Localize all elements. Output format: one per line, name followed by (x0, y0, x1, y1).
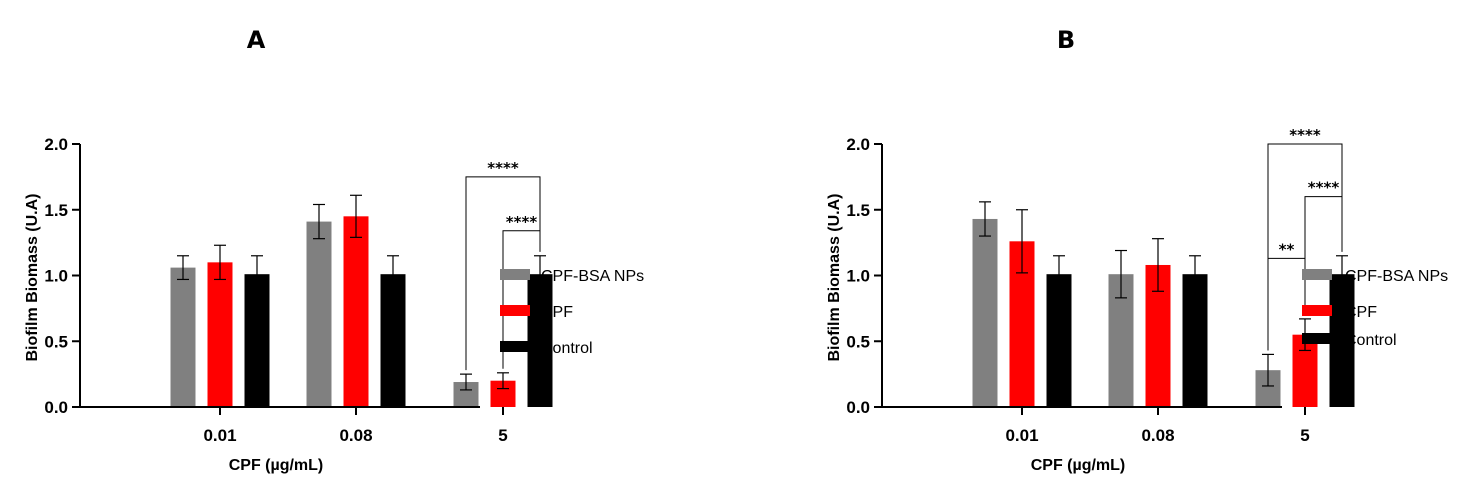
legend-label: CPF-BSA NPs (1345, 268, 1448, 285)
bar (343, 216, 369, 407)
y-tick-label: 2.0 (846, 135, 870, 154)
error-bar (1336, 255, 1348, 294)
y-tick-label: 1.0 (846, 267, 870, 286)
x-tick-label: 5 (498, 426, 507, 445)
significance-bracket: **** (1304, 179, 1343, 315)
legend-label: CPF-BSA NPs (541, 268, 644, 285)
bracket-line (465, 176, 541, 371)
y-tick-label: 0.5 (44, 332, 68, 351)
y-tick-label: 1.0 (44, 267, 68, 286)
chart-panel-b: B 0.0 0.5 1.0 1.5 2.0 0.01 0.08 5 CPF (µg/mL) Biof… (826, 26, 1448, 474)
bar (972, 218, 998, 407)
legend-swatch (1302, 333, 1332, 344)
bar (1182, 274, 1208, 407)
error-bar (460, 373, 472, 391)
significance-label: ** (1279, 240, 1295, 258)
error-bar (1053, 255, 1065, 294)
significance-bracket: ** (1267, 240, 1306, 351)
bar (244, 274, 270, 407)
y-axis-title: Biofilm Biomass (U.A) (24, 193, 41, 361)
y-tick-label: 1.5 (44, 201, 68, 220)
bar (170, 267, 196, 407)
legend-swatch (500, 341, 530, 352)
bar (207, 262, 233, 407)
error-bar (214, 244, 226, 281)
significance-label: **** (506, 213, 538, 231)
error-bar (313, 203, 325, 240)
significance-label: **** (487, 159, 519, 177)
chart-panel-a: A 0.0 0.5 1.0 1.5 2.0 0.01 0.08 5 CPF (µg/mL) Biof… (24, 26, 644, 474)
legend-swatch (1302, 305, 1332, 316)
x-tick-label: 5 (1300, 426, 1309, 445)
error-bar (497, 372, 509, 390)
legend: CPF-BSA NPs CPF Control (1302, 268, 1448, 349)
y-tick-label: 0.0 (44, 398, 68, 417)
y-tick-label: 0.0 (846, 398, 870, 417)
legend-swatch (500, 305, 530, 316)
bar (306, 221, 332, 407)
legend-label: CPF (1345, 304, 1377, 321)
panel-label: B (1057, 26, 1075, 54)
bar (1329, 274, 1355, 407)
error-bar (1189, 255, 1201, 294)
y-tick-label: 1.5 (846, 201, 870, 220)
significance-label: **** (1308, 179, 1340, 197)
bracket-line (1304, 196, 1343, 315)
error-bar (1016, 209, 1028, 274)
bracket-line (1267, 257, 1306, 351)
error-bar (979, 201, 991, 237)
error-bar (1262, 353, 1274, 387)
legend-label: CPF (541, 304, 573, 321)
x-axis-title: CPF (µg/mL) (229, 457, 324, 474)
legend-swatch (500, 269, 530, 280)
error-bar (251, 255, 263, 294)
error-bar (350, 194, 362, 238)
bar (527, 274, 553, 407)
error-bar (534, 255, 546, 294)
legend-swatch (1302, 269, 1332, 280)
y-tick-label: 2.0 (44, 135, 68, 154)
legend-label: Control (1345, 332, 1397, 349)
x-axis-title: CPF (µg/mL) (1031, 457, 1126, 474)
significance-bracket: **** (465, 159, 541, 371)
significance-label: **** (1289, 126, 1321, 144)
bracket-line (502, 230, 541, 369)
x-tick-label: 0.08 (339, 426, 372, 445)
bar (1046, 274, 1072, 407)
panel-label: A (247, 26, 266, 54)
x-tick-label: 0.08 (1141, 426, 1174, 445)
error-bar (177, 255, 189, 281)
legend: CPF-BSA NPs CPF Control (500, 268, 644, 357)
legend-label: Control (541, 340, 593, 357)
error-bar (387, 255, 399, 294)
x-tick-label: 0.01 (203, 426, 236, 445)
significance-bracket: **** (502, 213, 541, 369)
y-axis-title: Biofilm Biomass (U.A) (826, 193, 843, 361)
error-bar (1152, 238, 1164, 292)
y-tick-label: 0.5 (846, 332, 870, 351)
error-bar (1115, 249, 1127, 299)
x-tick-label: 0.01 (1005, 426, 1038, 445)
bar (380, 274, 406, 407)
